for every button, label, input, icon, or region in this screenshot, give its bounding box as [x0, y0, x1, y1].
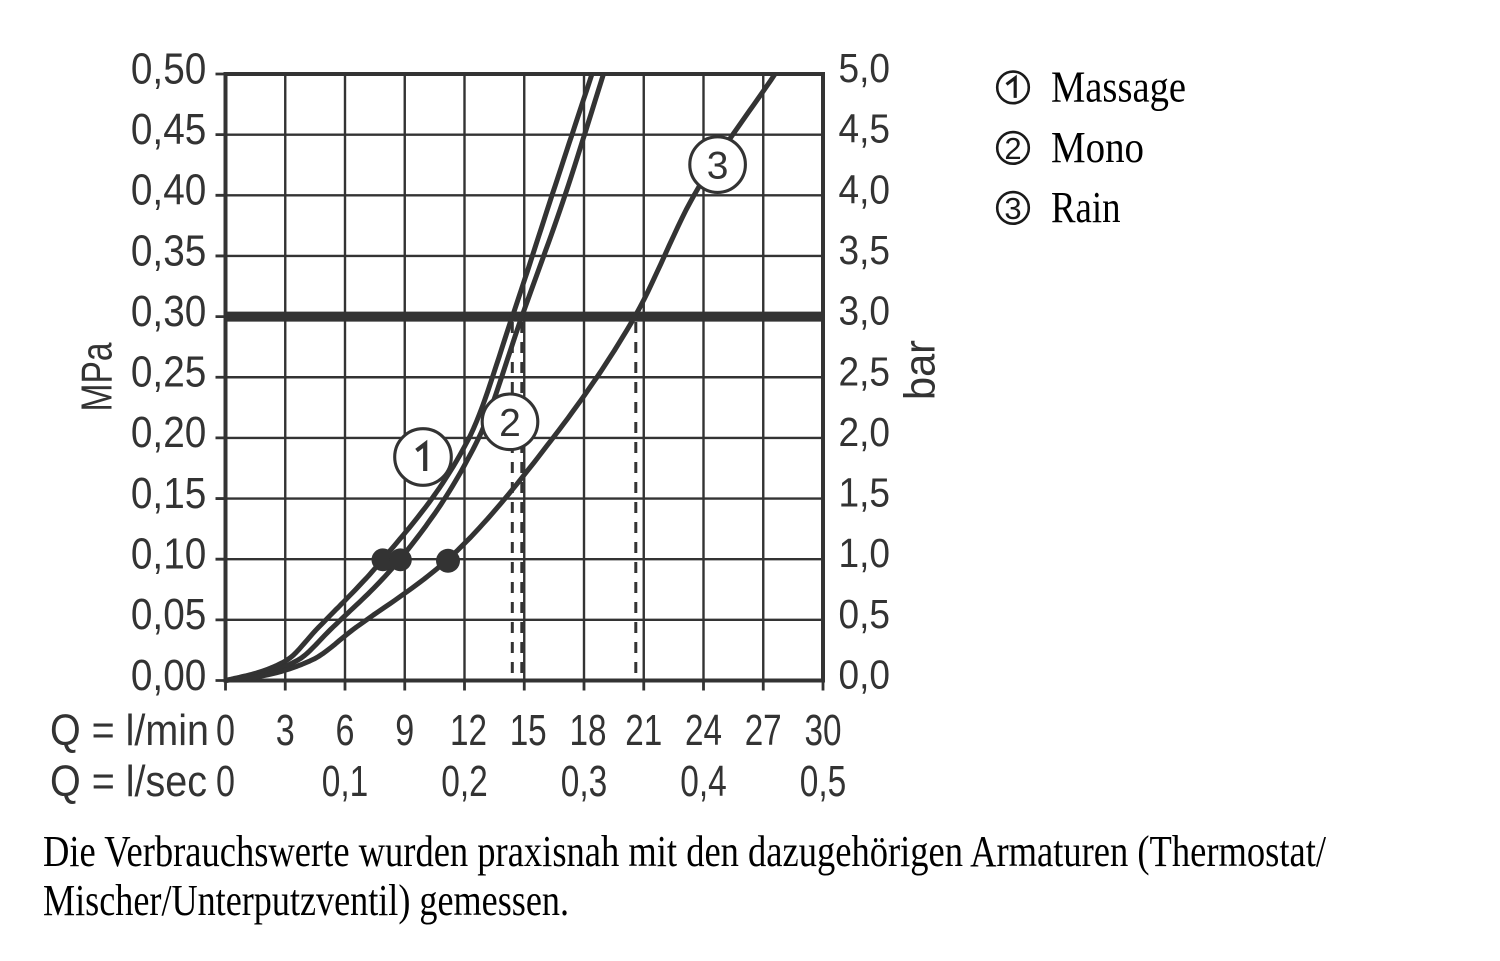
svg-text:21: 21	[625, 706, 662, 755]
svg-text:0,5: 0,5	[800, 757, 847, 806]
svg-text:5,0: 5,0	[839, 45, 891, 91]
svg-text:3: 3	[276, 706, 295, 755]
svg-text:3: 3	[707, 145, 729, 188]
svg-text:1,5: 1,5	[839, 470, 891, 516]
svg-text:3,5: 3,5	[839, 227, 891, 273]
svg-text:15: 15	[510, 706, 547, 755]
svg-text:0,15: 0,15	[131, 469, 206, 518]
svg-text:0,50: 0,50	[131, 44, 206, 93]
svg-text:0,0: 0,0	[839, 652, 891, 698]
svg-text:Rain: Rain	[1051, 183, 1121, 232]
svg-text:0,10: 0,10	[131, 530, 206, 579]
svg-text:0,1: 0,1	[322, 757, 369, 806]
svg-text:0: 0	[216, 706, 235, 755]
svg-text:Mono: Mono	[1051, 123, 1144, 172]
svg-text:Massage: Massage	[1051, 62, 1186, 111]
svg-text:3: 3	[1004, 191, 1021, 226]
svg-text:1,0: 1,0	[839, 530, 891, 576]
svg-text:0,4: 0,4	[680, 757, 727, 806]
svg-text:Mischer/Unterputzventil) gemes: Mischer/Unterputzventil) gemessen.	[43, 876, 569, 925]
svg-text:Q = l/sec: Q = l/sec	[50, 757, 207, 806]
svg-text:4,5: 4,5	[839, 106, 891, 152]
svg-text:3,0: 3,0	[839, 288, 891, 334]
svg-text:4,0: 4,0	[839, 166, 891, 212]
svg-text:2: 2	[499, 402, 521, 445]
svg-text:0,00: 0,00	[131, 651, 206, 700]
svg-text:30: 30	[805, 706, 842, 755]
svg-text:0,25: 0,25	[131, 348, 206, 397]
svg-text:0,40: 0,40	[131, 166, 206, 215]
svg-text:Q = l/min: Q = l/min	[50, 706, 209, 755]
svg-text:0,05: 0,05	[131, 590, 206, 639]
svg-text:0,20: 0,20	[131, 408, 206, 457]
svg-text:0,2: 0,2	[441, 757, 488, 806]
svg-text:6: 6	[336, 706, 355, 755]
svg-text:0,45: 0,45	[131, 105, 206, 154]
svg-text:24: 24	[685, 706, 722, 755]
svg-text:18: 18	[570, 706, 607, 755]
svg-text:0,3: 0,3	[561, 757, 608, 806]
svg-text:0,5: 0,5	[839, 591, 891, 637]
svg-text:Die Verbrauchswerte wurden pra: Die Verbrauchswerte wurden praxisnah mit…	[43, 827, 1327, 876]
svg-text:27: 27	[745, 706, 782, 755]
svg-text:0,30: 0,30	[131, 287, 206, 336]
svg-text:2,0: 2,0	[839, 409, 891, 455]
svg-text:2,5: 2,5	[839, 348, 891, 394]
svg-text:MPa: MPa	[73, 342, 122, 411]
svg-text:bar: bar	[896, 340, 945, 400]
svg-text:9: 9	[395, 706, 414, 755]
svg-text:12: 12	[450, 706, 487, 755]
svg-text:2: 2	[1004, 131, 1021, 166]
svg-text:0,35: 0,35	[131, 226, 206, 275]
svg-text:0: 0	[216, 757, 235, 806]
